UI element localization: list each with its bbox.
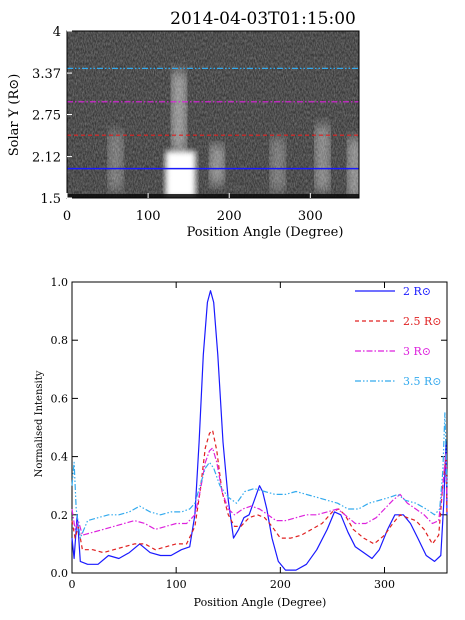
series-line <box>71 412 448 539</box>
line-chart-y-axis-label: Normalised Intensity <box>34 370 45 477</box>
heatmap-y-tick-label: 2.12 <box>32 151 61 166</box>
line-chart-y-tick-label: 0.6 <box>51 392 69 405</box>
heatmap-bright-feature <box>270 137 285 192</box>
line-chart-x-axis-label: Position Angle (Degree) <box>194 596 327 609</box>
heatmap-x-ticks: 0 100 200 300 <box>63 193 323 224</box>
line-chart-y-tick-label: 1.0 <box>51 276 69 289</box>
heatmap-bright-feature <box>165 151 196 198</box>
line-chart-y-tick-label: 0.0 <box>51 567 69 580</box>
line-chart-y-tick-label: 0.4 <box>51 451 69 464</box>
series-line <box>71 429 448 554</box>
heatmap-y-axis-label: Solar Y (R⊙) <box>7 74 22 157</box>
heatmap-y-tick-label: 4 <box>53 25 61 40</box>
heatmap-x-tick-label: 300 <box>298 209 323 224</box>
heatmap-bright-feature <box>108 131 123 192</box>
heatmap-bright-feature <box>171 71 186 152</box>
heatmap-y-tick-label: 3.37 <box>32 67 61 82</box>
heatmap-x-tick-label: 200 <box>217 209 242 224</box>
series-line <box>71 290 448 571</box>
line-chart-series <box>71 290 448 571</box>
legend-label: 3 R⊙ <box>403 345 431 358</box>
heatmap-bright-feature <box>210 144 225 185</box>
heatmap-y-ticks: 1.5 2.12 2.75 3.37 4 <box>32 25 72 207</box>
series-line <box>71 447 448 536</box>
line-chart-x-tick-label: 200 <box>270 578 291 591</box>
heatmap-x-tick-label: 0 <box>63 209 71 224</box>
heatmap-x-tick-label: 100 <box>136 209 161 224</box>
line-chart-x-tick-label: 300 <box>374 578 395 591</box>
line-chart-y-ticks: 0.0 0.2 0.4 0.6 0.8 1.0 <box>51 276 447 580</box>
line-chart-y-tick-label: 0.2 <box>51 509 69 522</box>
heatmap-overlay-lines <box>67 67 359 170</box>
line-chart-x-ticks: 0 100 200 300 <box>69 282 395 591</box>
heatmap-panel: 2014-04-03T01:15:00 1.5 2.12 2.75 3.37 4 0 10… <box>7 9 360 240</box>
line-chart-x-tick-label: 0 <box>69 578 76 591</box>
line-chart-y-tick-label: 0.8 <box>51 334 69 347</box>
line-chart-panel: 0.0 0.2 0.4 0.6 0.8 1.0 0 100 200 300 2 R⊙ 2.5 R⊙… <box>34 276 448 609</box>
heatmap-occulter-edge <box>67 193 359 198</box>
heatmap-y-tick-label: 1.5 <box>40 192 61 207</box>
heatmap-bright-feature <box>315 124 330 192</box>
line-chart-frame <box>71 281 448 574</box>
line-chart-x-tick-label: 100 <box>166 578 187 591</box>
heatmap-y-tick-label: 2.75 <box>32 109 61 124</box>
heatmap-x-axis-label: Position Angle (Degree) <box>187 225 344 240</box>
legend-label: 3.5 R⊙ <box>403 375 442 388</box>
chart-title: 2014-04-03T01:15:00 <box>170 9 356 29</box>
legend-label: 2.5 R⊙ <box>403 315 442 328</box>
chart-legend: 2 R⊙ 2.5 R⊙ 3 R⊙ 3.5 R⊙ <box>355 285 442 388</box>
legend-label: 2 R⊙ <box>403 285 431 298</box>
